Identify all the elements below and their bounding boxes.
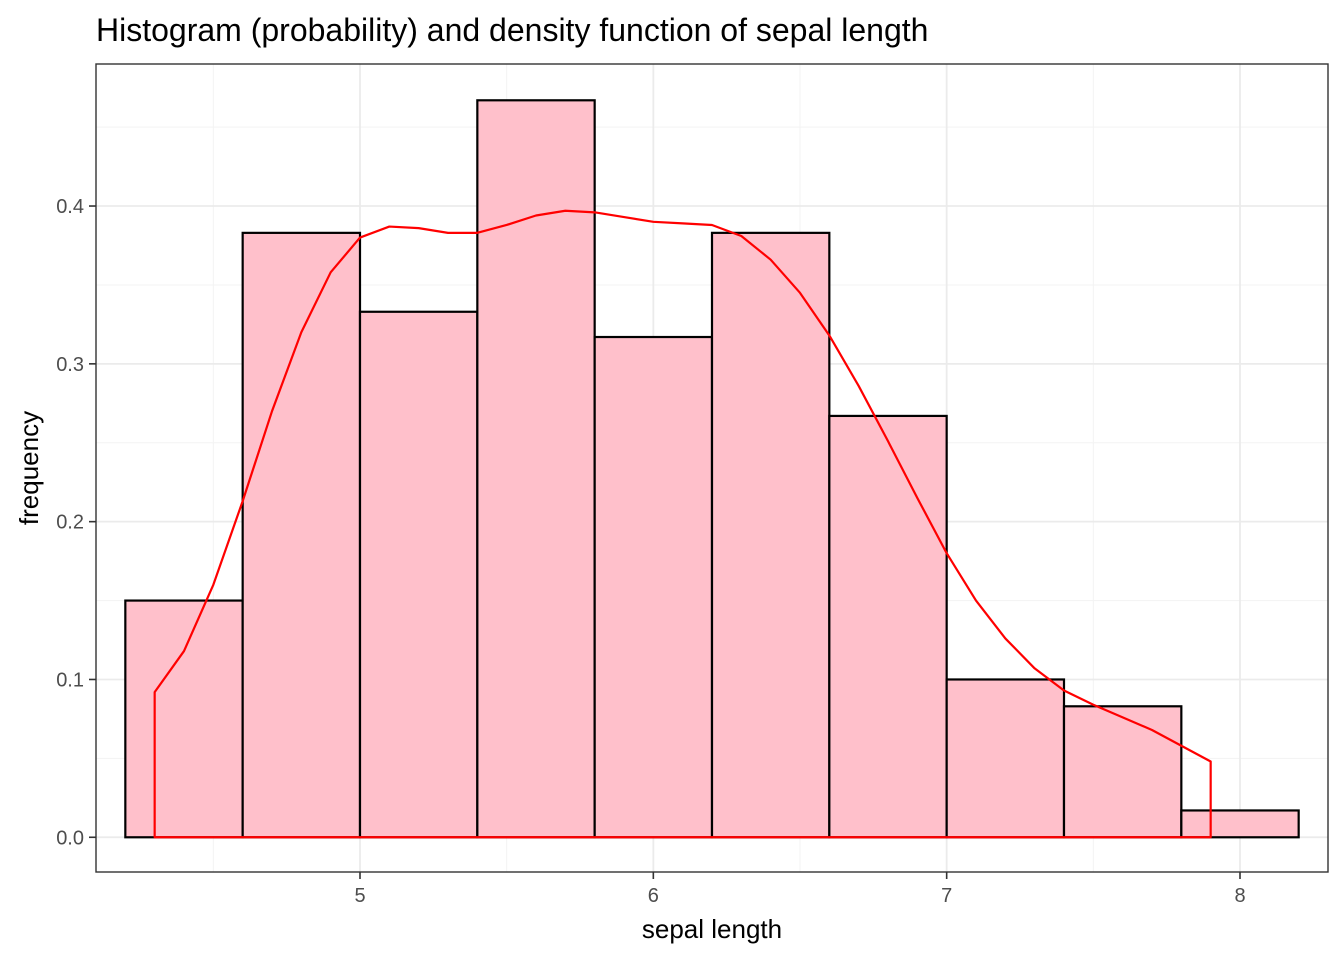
x-tick-label: 8 (1234, 885, 1245, 907)
histogram-bars (124, 99, 1300, 839)
histogram-bar-1 (124, 599, 244, 839)
y-tick-label: 0.3 (56, 354, 84, 376)
density-curve (153, 209, 1212, 839)
y-axis-title: frequency (14, 411, 44, 525)
histogram-bar-9 (1062, 705, 1183, 839)
density-layer (153, 209, 1212, 839)
x-axis: 5 6 7 8 (354, 872, 1246, 907)
histogram-bar-7 (828, 414, 948, 839)
x-axis-title: sepal length (642, 914, 782, 944)
histogram-bar-2 (241, 231, 362, 839)
y-tick-label: 0.1 (56, 669, 84, 691)
y-axis: 0.0 0.1 0.2 0.3 0.4 (56, 196, 96, 849)
y-tick-label: 0.2 (56, 512, 84, 534)
x-tick-label: 7 (941, 885, 952, 907)
histogram-bar-6 (710, 231, 831, 839)
histogram-bar-10 (1180, 809, 1300, 839)
histogram-bar-4 (476, 99, 596, 839)
histogram-bar-5 (593, 335, 714, 839)
x-tick-label: 6 (648, 885, 659, 907)
histogram-bar-8 (945, 678, 1066, 839)
y-tick-label: 0.0 (56, 827, 84, 849)
chart-title: Histogram (probability) and density func… (96, 12, 928, 48)
y-tick-label: 0.4 (56, 196, 84, 218)
histogram-bar-3 (358, 310, 479, 839)
x-tick-label: 5 (354, 885, 365, 907)
plot-panel-border (95, 63, 1329, 873)
